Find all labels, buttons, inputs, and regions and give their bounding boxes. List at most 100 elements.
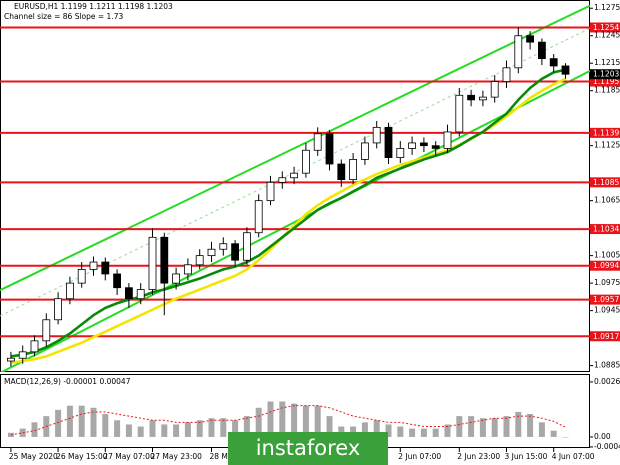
macd-bar bbox=[267, 401, 274, 437]
macd-bar bbox=[562, 436, 569, 438]
candle-body bbox=[384, 126, 393, 158]
candle-body bbox=[408, 142, 417, 149]
macd-bar bbox=[291, 403, 298, 437]
candle-body bbox=[372, 126, 381, 144]
macd-bar bbox=[125, 424, 132, 437]
macd-bar bbox=[314, 405, 321, 437]
x-tick-label: 25 May 2020 bbox=[9, 452, 58, 461]
candle-body bbox=[195, 255, 204, 266]
overlay: 1.1254 1.1195 1.1139 1.1085 1.1034 1.0994 1.09… bbox=[590, 22, 620, 342]
macd-bar bbox=[173, 424, 180, 437]
candle-body bbox=[160, 236, 169, 284]
level-label-box bbox=[590, 22, 620, 33]
main-plot bbox=[0, 4, 590, 372]
y-tick-label: 1.1245 bbox=[594, 31, 620, 40]
y-tick-label: 0.00264 bbox=[594, 377, 620, 386]
x-tick-label: 4 Jun 07:00 bbox=[552, 452, 595, 461]
candle-body bbox=[254, 200, 263, 234]
candle-body bbox=[231, 243, 240, 261]
macd-bar bbox=[420, 428, 427, 437]
level-label-box bbox=[590, 260, 620, 271]
candle-body bbox=[207, 248, 216, 257]
level-label-box bbox=[590, 177, 620, 188]
macd-bar bbox=[90, 407, 97, 437]
y-tick-label: 1.0945 bbox=[594, 306, 620, 315]
y-tick-label: 1.0975 bbox=[594, 278, 620, 287]
macd-bar bbox=[302, 405, 309, 437]
macd-bar bbox=[31, 422, 38, 437]
x-tick-label: 2 Jun 23:00 bbox=[457, 452, 500, 461]
level-label-box bbox=[590, 127, 620, 138]
macd-bar bbox=[397, 426, 404, 437]
level-label: 1.1085 bbox=[593, 178, 619, 187]
level-label: 1.1139 bbox=[593, 128, 619, 137]
watermark: instaforex bbox=[256, 436, 361, 460]
candle-body bbox=[561, 65, 570, 75]
level-label-box bbox=[590, 224, 620, 235]
candle-body bbox=[502, 67, 511, 82]
level-label: 1.1034 bbox=[593, 225, 619, 234]
y-tick-label: -0.00048 bbox=[594, 442, 620, 451]
macd-bar bbox=[149, 420, 156, 437]
x-tick-label: 28 May bbox=[210, 452, 238, 461]
candle-body bbox=[125, 287, 133, 300]
candle-body bbox=[7, 357, 15, 362]
channel-extension bbox=[0, 310, 12, 317]
header-channel: Channel size = 86 Slope = 1.73 bbox=[4, 12, 123, 21]
macd-bar bbox=[326, 416, 333, 437]
candle-body bbox=[183, 264, 192, 275]
macd-bar bbox=[479, 418, 486, 437]
channel-line bbox=[10, 82, 566, 369]
channel-extension bbox=[565, 4, 590, 19]
channel-extension bbox=[0, 366, 12, 372]
macd-bar bbox=[137, 426, 144, 437]
channel-line bbox=[10, 16, 566, 286]
candle-body bbox=[526, 35, 534, 43]
level-label: 1.1195 bbox=[593, 77, 619, 86]
candle-body bbox=[478, 96, 487, 101]
candle-body bbox=[42, 319, 51, 342]
level-label: 1.0957 bbox=[593, 295, 619, 304]
candle-body bbox=[266, 181, 275, 202]
y-tick-label: 0.00 bbox=[594, 432, 611, 441]
macd-bar bbox=[409, 428, 416, 437]
macd-bar bbox=[78, 405, 85, 437]
macd-bar bbox=[55, 409, 62, 437]
candle-body bbox=[301, 149, 310, 174]
macd-bar bbox=[184, 422, 191, 437]
candle-body bbox=[431, 145, 440, 149]
candle-body bbox=[538, 41, 546, 60]
candle-body bbox=[313, 133, 322, 151]
candle-body bbox=[113, 273, 121, 289]
candle-body bbox=[30, 340, 39, 353]
level-label-box bbox=[590, 76, 620, 87]
macd-bar bbox=[550, 430, 557, 437]
candle-body bbox=[549, 58, 558, 67]
y-tick-label: 1.0885 bbox=[594, 361, 620, 370]
level-label: 1.0994 bbox=[593, 261, 619, 270]
candle-body bbox=[66, 282, 74, 300]
level-label: 1.1254 bbox=[593, 23, 619, 32]
macd-bar bbox=[350, 426, 357, 437]
macd-bar bbox=[114, 420, 121, 437]
macd-bar bbox=[243, 416, 250, 437]
x-tick-label: 27 May 23:00 bbox=[151, 452, 203, 461]
macd-bar bbox=[232, 420, 239, 437]
macd-bar bbox=[66, 405, 73, 437]
x-tick-label: 26 May 15:00 bbox=[56, 452, 108, 461]
candle-body bbox=[278, 177, 287, 183]
candle-body bbox=[337, 163, 346, 180]
macd-bar bbox=[385, 424, 392, 437]
candle-body bbox=[349, 159, 358, 180]
candle-body bbox=[136, 289, 145, 300]
candle-body bbox=[490, 81, 499, 98]
candle-body bbox=[101, 261, 110, 275]
level-label-box bbox=[590, 331, 620, 342]
candle-body bbox=[325, 133, 334, 165]
macd-bar bbox=[538, 422, 545, 437]
candle-body bbox=[18, 351, 27, 359]
watermark-box bbox=[228, 432, 388, 465]
y-tick-label: 1.1125 bbox=[594, 141, 620, 150]
macd-bar bbox=[527, 414, 534, 437]
